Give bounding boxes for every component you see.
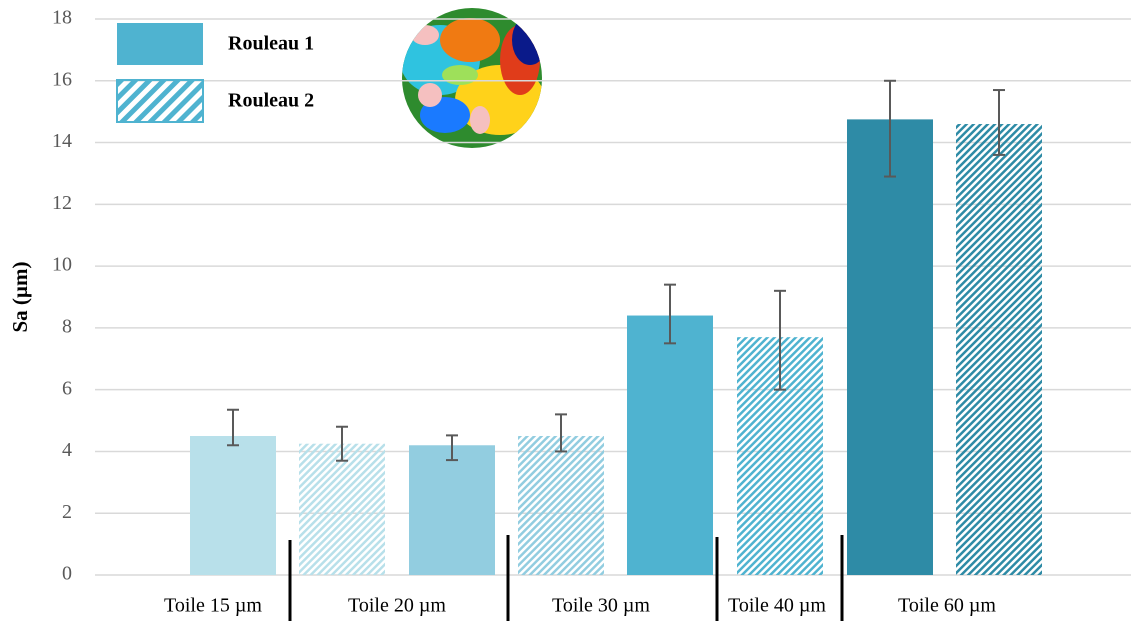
y-tick-label: 14 [52,130,72,152]
surface-image [402,8,542,148]
y-tick-label: 2 [62,501,72,523]
separators [288,535,844,621]
y-tick-label: 16 [52,68,72,90]
bar [956,124,1042,576]
x-tick-label: Toile 40 µm [728,595,826,617]
y-tick-label: 18 [52,7,72,29]
y-tick-label: 0 [62,563,72,585]
y-tick-label: 6 [62,377,72,399]
legend-label: Rouleau 2 [228,90,314,112]
bar [299,443,385,575]
x-tick-label: Toile 20 µm [348,595,446,617]
y-tick-label: 12 [52,192,72,214]
y-tick-label: 10 [52,254,72,276]
legend-swatch [116,79,204,123]
x-tick-label: Toile 60 µm [898,595,996,617]
bar [518,436,604,575]
legend-swatch [117,23,203,65]
bar [409,445,495,575]
y-tick-label: 4 [62,439,72,461]
y-tick-label: 8 [62,315,72,337]
bar [190,436,276,575]
bar [847,119,933,575]
x-tick-label: Toile 30 µm [552,595,650,617]
bar [627,315,713,575]
y-axis-label: Sa (µm) [8,261,32,332]
legend-label: Rouleau 1 [228,33,314,55]
x-tick-label: Toile 15 µm [164,595,262,617]
